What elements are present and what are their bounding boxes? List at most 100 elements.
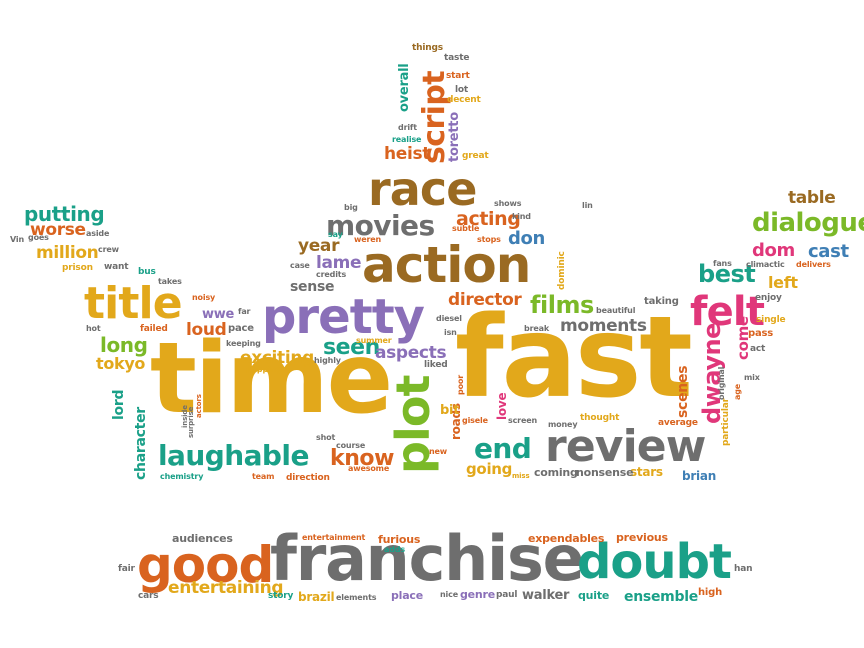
cloud-word: year: [298, 236, 340, 256]
cloud-word: fast: [455, 293, 693, 423]
cloud-word: cars: [138, 591, 159, 601]
cloud-word: heist: [384, 144, 431, 164]
cloud-word: things: [412, 43, 443, 53]
cloud-word: realise: [392, 135, 422, 144]
cloud-word: elements: [336, 593, 377, 602]
cloud-word: good: [137, 536, 274, 594]
cloud-word: dialogue: [752, 208, 864, 238]
cloud-word: money: [548, 420, 578, 429]
cloud-word: noisy: [192, 293, 216, 302]
cloud-word: tokyo: [96, 354, 146, 373]
cloud-word: chemistry: [160, 472, 204, 481]
cloud-word: hot: [86, 324, 101, 333]
cloud-word: single: [756, 315, 786, 325]
cloud-word: stars: [630, 465, 663, 479]
cloud-word: toretto: [447, 112, 462, 162]
cloud-word: beautiful: [596, 306, 636, 315]
cloud-word: overall: [397, 63, 412, 113]
cloud-word: table: [788, 188, 836, 208]
cloud-word: franchise: [270, 522, 585, 595]
cloud-word: entertainment: [302, 533, 366, 542]
cloud-word: surprise: [187, 406, 195, 438]
cloud-word: failed: [140, 324, 168, 334]
cloud-word: character: [133, 407, 149, 480]
cloud-word: big: [344, 203, 358, 212]
cloud-word: act: [750, 344, 766, 354]
cloud-word: climactic: [746, 260, 785, 269]
cloud-word: aspects: [375, 343, 447, 363]
cloud-word: going: [466, 460, 513, 478]
cloud-word: review: [545, 421, 706, 472]
cloud-word: furious: [378, 533, 421, 546]
cloud-word: new: [429, 447, 448, 456]
cloud-word: doubt: [577, 534, 732, 590]
cloud-word: brazil: [298, 590, 335, 604]
cloud-word: worse: [30, 220, 86, 240]
cloud-word: team: [252, 472, 275, 481]
cloud-word: quite: [578, 589, 610, 602]
cloud-word: high: [698, 587, 723, 598]
cloud-word: loud: [186, 320, 227, 340]
cloud-word: lord: [111, 389, 127, 420]
cloud-word: pace: [228, 323, 254, 334]
cloud-word: takes: [158, 277, 182, 286]
cloud-word: previous: [616, 531, 668, 544]
cloud-word: say: [328, 230, 343, 239]
cloud-word: isn: [444, 328, 457, 337]
cloud-word: wwe: [202, 307, 235, 322]
cloud-word: diesel: [436, 314, 462, 323]
cloud-word: prison: [62, 263, 93, 273]
cloud-word: adds: [384, 545, 405, 554]
cloud-word: far: [238, 307, 251, 316]
cloud-word: title: [84, 278, 183, 329]
cloud-word: paul: [496, 590, 518, 600]
cloud-word: laughable: [158, 439, 309, 472]
cloud-word: coming: [534, 466, 578, 479]
cloud-word: cast: [808, 241, 849, 262]
cloud-word: liked: [424, 360, 448, 370]
cloud-word: films: [530, 291, 594, 319]
cloud-word: best: [698, 260, 756, 288]
cloud-word: seen: [323, 335, 380, 360]
cloud-word: place: [391, 589, 423, 602]
cloud-word: aside: [86, 229, 110, 238]
cloud-word: fans: [713, 259, 732, 268]
cloud-word: race: [368, 162, 477, 216]
cloud-word: dom: [752, 240, 795, 261]
cloud-word: pass: [748, 328, 774, 339]
cloud-word: scenes: [675, 365, 691, 418]
cloud-word: moments: [560, 316, 647, 336]
cloud-word: ensemble: [624, 589, 698, 605]
cloud-word: Vin: [10, 235, 25, 244]
cloud-word: delivers: [796, 260, 831, 269]
cloud-word: stops: [477, 235, 501, 244]
cloud-word: case: [290, 261, 310, 270]
cloud-word: bit: [440, 403, 460, 418]
cloud-word: original: [717, 366, 726, 400]
cloud-word: long: [100, 333, 148, 357]
cloud-word: lot: [455, 85, 469, 95]
cloud-word: pretty: [262, 289, 425, 345]
cloud-word: acting: [456, 208, 521, 230]
cloud-word: keeping: [226, 339, 261, 348]
cloud-word: weren: [354, 235, 382, 244]
cloud-word: movies: [326, 209, 435, 242]
cloud-word: end: [474, 432, 532, 465]
cloud-word: average: [658, 418, 698, 428]
cloud-word: drift: [398, 123, 417, 132]
cloud-word: bus: [138, 267, 156, 277]
cloud-word: felt: [690, 289, 765, 335]
cloud-word: particular: [721, 398, 731, 446]
cloud-word: taste: [444, 53, 470, 63]
cloud-word: million: [36, 243, 99, 263]
cloud-word: nonsense: [576, 466, 634, 479]
cloud-word: walker: [522, 588, 570, 603]
cloud-word: miss: [512, 472, 530, 480]
cloud-word: thought: [580, 413, 620, 423]
cloud-word: direction: [286, 473, 330, 483]
cloud-word: age: [733, 383, 742, 400]
cloud-word: course: [336, 441, 366, 450]
cloud-word: start: [446, 71, 470, 81]
cloud-word: han: [734, 564, 753, 574]
cloud-word: goes: [28, 233, 49, 242]
